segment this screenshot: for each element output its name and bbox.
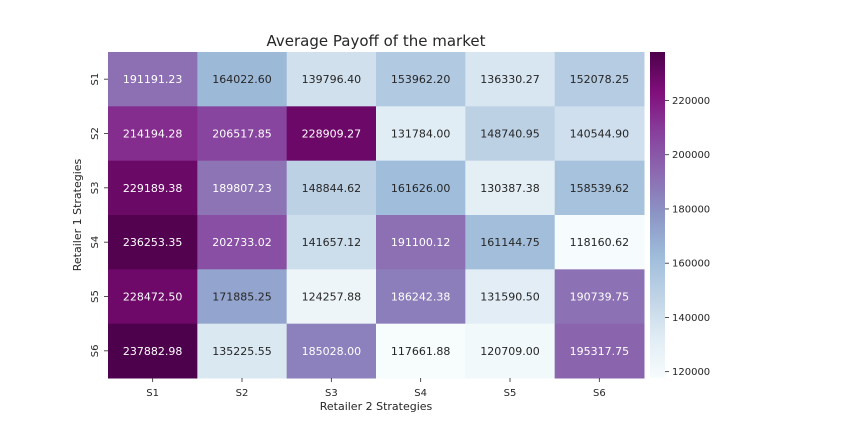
- cell-value-label: 131784.00: [391, 128, 451, 141]
- cell-value-label: 206517.85: [212, 128, 272, 141]
- heatmap-cell-S5-S4: [376, 269, 466, 325]
- cell-value-label: 153962.20: [391, 73, 451, 86]
- x-tick-label: S1: [146, 388, 159, 399]
- cell-value-label: 135225.55: [212, 345, 272, 358]
- heatmap-cell-S6-S1: [108, 323, 198, 379]
- y-tick-label: S5: [90, 290, 101, 303]
- cell-value-label: 164022.60: [212, 73, 272, 86]
- heatmap-cell-S2-S1: [108, 106, 198, 162]
- cell-value-label: 120709.00: [480, 345, 540, 358]
- heatmap-cell-S2-S3: [286, 106, 377, 162]
- heatmap-cell-S4-S2: [197, 215, 288, 270]
- cell-value-label: 148740.95: [480, 128, 540, 141]
- colorbar-tick-label: 140000: [672, 313, 710, 324]
- heatmap-cell-S6-S3: [286, 323, 377, 379]
- colorbar: 120000 140000 160000 180000 200000 220000: [650, 52, 710, 378]
- cell-value-label: 229189.38: [123, 182, 183, 195]
- heatmap-cell-S2-S6: [554, 106, 645, 162]
- colorbar-tick-label: 180000: [672, 204, 710, 215]
- heatmap-cell-S6-S2: [197, 323, 288, 379]
- heatmap-cell-S3-S2: [197, 160, 288, 216]
- cell-value-label: 228472.50: [123, 291, 183, 304]
- cell-value-label: 191100.12: [391, 236, 451, 249]
- heatmap-cell-S1-S1: [108, 52, 198, 107]
- colorbar-tick-label: 120000: [672, 367, 710, 378]
- colorbar-tick-label: 220000: [672, 96, 710, 107]
- heatmap-cell-S1-S4: [376, 52, 466, 107]
- x-tick-label: S4: [414, 388, 427, 399]
- y-axis-label: Retailer 1 Strategies: [71, 158, 84, 271]
- heatmap-cell-S4-S3: [286, 215, 377, 270]
- cell-value-label: 140544.90: [570, 128, 630, 141]
- y-tick-label: S1: [90, 73, 101, 86]
- heatmap-cell-S1-S5: [465, 52, 556, 107]
- heatmap-cell-S4-S1: [108, 215, 198, 270]
- cell-value-label: 189807.23: [212, 182, 272, 195]
- y-tick-label: S6: [90, 344, 101, 357]
- cell-value-label: 124257.88: [302, 291, 362, 304]
- heatmap-cell-S4-S6: [554, 215, 645, 270]
- heatmap-cell-S5-S6: [554, 269, 645, 325]
- cell-value-label: 214194.28: [123, 128, 183, 141]
- heatmap-cell-S3-S4: [376, 160, 466, 216]
- heatmap-cell-S3-S5: [465, 160, 556, 216]
- cell-value-label: 161626.00: [391, 182, 451, 195]
- colorbar-gradient: [650, 52, 665, 378]
- cell-value-label: 195317.75: [570, 345, 630, 358]
- heatmap-cell-S1-S3: [286, 52, 377, 107]
- cell-value-label: 117661.88: [391, 345, 451, 358]
- cell-value-label: 190739.75: [570, 291, 630, 304]
- cell-value-label: 191191.23: [123, 73, 183, 86]
- cell-value-label: 236253.35: [123, 236, 183, 249]
- heatmap-cell-S1-S2: [197, 52, 288, 107]
- cell-value-label: 139796.40: [302, 73, 362, 86]
- heatmap-cells: 191191.23 164022.60 139796.40 153962.20 1363…: [108, 52, 645, 379]
- heatmap-cell-S5-S2: [197, 269, 288, 325]
- x-tick-label: S3: [325, 388, 338, 399]
- heatmap-cell-S5-S5: [465, 269, 556, 325]
- cell-value-label: 130387.38: [480, 182, 540, 195]
- chart-title: Average Payoff of the market: [267, 32, 486, 50]
- x-tick-label: S5: [504, 388, 517, 399]
- heatmap-cell-S2-S2: [197, 106, 288, 162]
- cell-value-label: 131590.50: [480, 291, 540, 304]
- cell-value-label: 228909.27: [302, 128, 362, 141]
- cell-value-label: 185028.00: [302, 345, 362, 358]
- heatmap-cell-S6-S6: [554, 323, 645, 379]
- heatmap-cell-S3-S1: [108, 160, 198, 216]
- heatmap-cell-S1-S6: [554, 52, 645, 107]
- cell-value-label: 202733.02: [212, 236, 272, 249]
- cell-value-label: 152078.25: [570, 73, 630, 86]
- heatmap-cell-S3-S6: [554, 160, 645, 216]
- cell-value-label: 136330.27: [480, 73, 540, 86]
- cell-value-label: 158539.62: [570, 182, 630, 195]
- colorbar-tick-label: 160000: [672, 259, 710, 270]
- x-axis-label: Retailer 2 Strategies: [320, 400, 433, 413]
- heatmap-cell-S6-S5: [465, 323, 556, 379]
- heatmap-cell-S2-S4: [376, 106, 466, 162]
- heatmap-cell-S5-S1: [108, 269, 198, 325]
- heatmap-cell-S6-S4: [376, 323, 466, 379]
- cell-value-label: 161144.75: [480, 236, 540, 249]
- colorbar-tick-label: 200000: [672, 150, 710, 161]
- cell-value-label: 141657.12: [302, 236, 362, 249]
- heatmap-cell-S3-S3: [286, 160, 377, 216]
- y-tick-label: S2: [90, 127, 101, 140]
- y-tick-label: S4: [90, 236, 101, 249]
- heatmap-cell-S2-S5: [465, 106, 556, 162]
- y-tick-label: S3: [90, 181, 101, 194]
- heatmap-cell-S4-S5: [465, 215, 556, 270]
- x-tick-label: S6: [593, 388, 606, 399]
- y-tick-labels: S1 S2 S3 S4 S5 S6: [90, 73, 108, 357]
- x-tick-label: S2: [236, 388, 249, 399]
- cell-value-label: 186242.38: [391, 291, 451, 304]
- cell-value-label: 118160.62: [570, 236, 630, 249]
- heatmap-cell-S5-S3: [286, 269, 377, 325]
- heatmap-cell-S4-S4: [376, 215, 466, 270]
- cell-value-label: 148844.62: [302, 182, 362, 195]
- cell-value-label: 171885.25: [212, 291, 272, 304]
- cell-value-label: 237882.98: [123, 345, 183, 358]
- x-tick-labels: S1 S2 S3 S4 S5 S6: [146, 378, 606, 399]
